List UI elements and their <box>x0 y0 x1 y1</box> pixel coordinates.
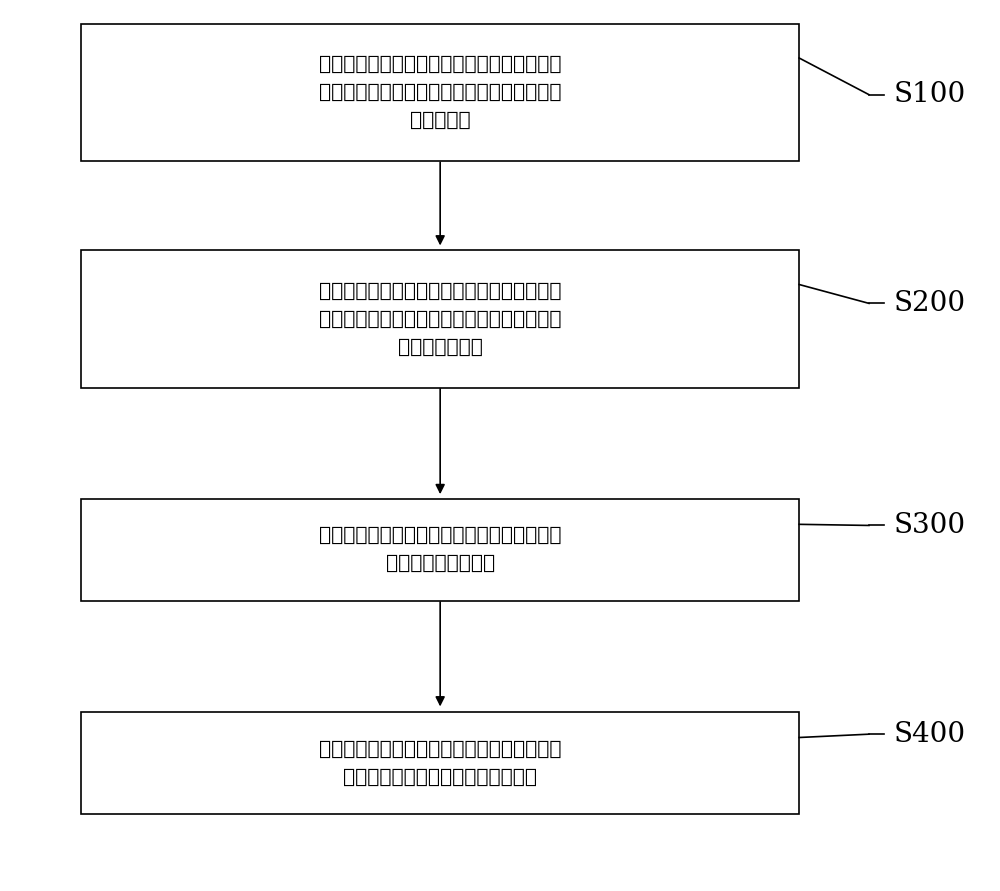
Text: S300: S300 <box>894 512 966 539</box>
Text: 根据系数矩阵及观测向量求解调制系数，计算
干扰点的瞬时斜距差: 根据系数矩阵及观测向量求解调制系数，计算 干扰点的瞬时斜距差 <box>319 527 561 574</box>
Text: 利用瞬时斜距差进行信号幅相调制生成欺骗干
扰信号，并将欺骗干扰信号转发出去: 利用瞬时斜距差进行信号幅相调制生成欺骗干 扰信号，并将欺骗干扰信号转发出去 <box>319 740 561 787</box>
FancyBboxPatch shape <box>81 499 799 601</box>
Text: S400: S400 <box>894 721 966 748</box>
Text: 多台接收机与干扰机构成等距直角分布，形成
组网欺骗干扰系统，获取接收机的位置坐标构
造系数矩阵: 多台接收机与干扰机构成等距直角分布，形成 组网欺骗干扰系统，获取接收机的位置坐标… <box>319 55 561 130</box>
FancyBboxPatch shape <box>81 712 799 814</box>
Text: S200: S200 <box>894 290 966 317</box>
FancyBboxPatch shape <box>81 250 799 388</box>
FancyBboxPatch shape <box>81 23 799 161</box>
Text: S100: S100 <box>894 81 966 108</box>
Text: 干扰机与多台接收机分别截获雷达信号，计算
信号到达各接收机与信号到达干扰机的距离差
，构造观测向量: 干扰机与多台接收机分别截获雷达信号，计算 信号到达各接收机与信号到达干扰机的距离… <box>319 282 561 356</box>
